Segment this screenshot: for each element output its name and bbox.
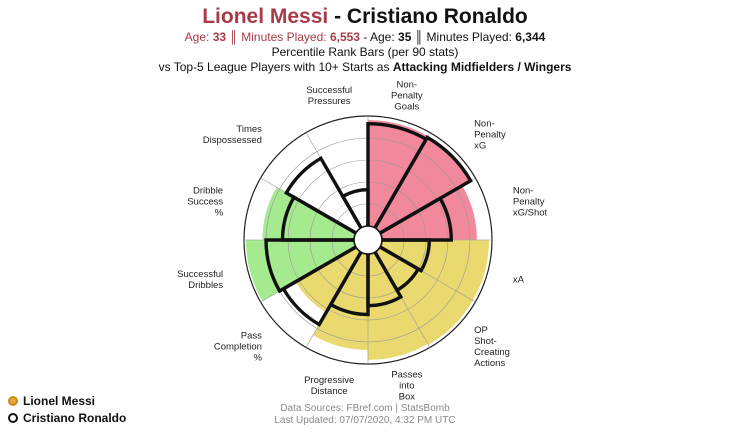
axis-label-3: xA bbox=[513, 274, 525, 285]
minutes-label-2: ║ Minutes Played: bbox=[411, 30, 516, 44]
info-separator: - bbox=[359, 30, 370, 44]
axis-label-11: Successful Pressures bbox=[306, 85, 352, 107]
comparison-prefix: vs Top-5 League Players with 10+ Starts … bbox=[158, 60, 393, 74]
age-label-2: Age: bbox=[370, 30, 399, 44]
axis-label-0: Non-Penalty Goals bbox=[391, 80, 423, 113]
legend-swatch-player1 bbox=[8, 395, 18, 406]
bar-player2-3 bbox=[361, 238, 432, 273]
title-player2: Cristiano Ronaldo bbox=[346, 5, 528, 28]
axis-label-10: Times Dispossessed bbox=[203, 124, 262, 146]
axis-label-4: OP Shot-Creating Actions bbox=[474, 325, 510, 369]
minutes-value-1: 6,553 bbox=[329, 30, 360, 44]
comparison-line: vs Top-5 League Players with 10+ Starts … bbox=[0, 60, 730, 75]
bar-player2-11 bbox=[340, 187, 370, 247]
bar-player2-8 bbox=[264, 238, 375, 294]
legend-label-player1: Lionel Messi bbox=[23, 393, 96, 408]
player-info: Age: 33 ║ Minutes Played: 6,553 - Age: 3… bbox=[0, 30, 730, 45]
legend: Lionel Messi Cristiano Ronaldo bbox=[8, 392, 126, 426]
footer-updated: Last Updated: 07/07/2020, 4:32 PM UTC bbox=[274, 415, 456, 426]
minutes-value-2: 6,344 bbox=[515, 30, 546, 44]
bar-player2-2 bbox=[361, 196, 454, 242]
age-value-2: 35 bbox=[398, 30, 412, 44]
axis-label-5: Passes into Box bbox=[391, 369, 422, 402]
chart-footer: Data Sources: FBref.com | StatsBomb Last… bbox=[0, 403, 730, 427]
legend-item-player1: Lionel Messi bbox=[8, 392, 126, 409]
age-label-1: Age: bbox=[184, 30, 213, 44]
age-value-1: 33 bbox=[212, 30, 227, 44]
bar-player2-10 bbox=[284, 156, 373, 245]
minutes-label-1: ║ Minutes Played: bbox=[226, 30, 330, 44]
title-separator: - bbox=[328, 5, 347, 28]
footer-sources: Data Sources: FBref.com | StatsBomb bbox=[280, 403, 450, 414]
axis-label-9: Dribble Success% bbox=[187, 186, 223, 219]
center-hub bbox=[353, 225, 383, 255]
legend-item-player2: Cristiano Ronaldo bbox=[8, 409, 126, 426]
axis-label-7: Pass Completion% bbox=[214, 331, 263, 364]
chart-title: Lionel Messi - Cristiano Ronaldo bbox=[0, 4, 730, 30]
axis-label-2: Non-Penalty xG/Shot bbox=[513, 186, 548, 219]
bar-player2-1 bbox=[363, 135, 473, 245]
legend-swatch-player2 bbox=[8, 412, 18, 423]
axis-label-8: Successful Dribbles bbox=[177, 269, 223, 291]
title-player1: Lionel Messi bbox=[202, 5, 329, 28]
axis-label-1: Non-Penalty xG bbox=[474, 118, 506, 151]
comparison-group: Attacking Midfielders / Wingers bbox=[392, 60, 572, 74]
legend-label-player2: Cristiano Ronaldo bbox=[23, 410, 127, 425]
axis-label-6: Progressive Distance bbox=[304, 375, 354, 397]
chart-header: Lionel Messi - Cristiano Ronaldo Age: 33… bbox=[0, 4, 730, 75]
chart-subtitle: Percentile Rank Bars (per 90 stats) bbox=[271, 45, 459, 59]
